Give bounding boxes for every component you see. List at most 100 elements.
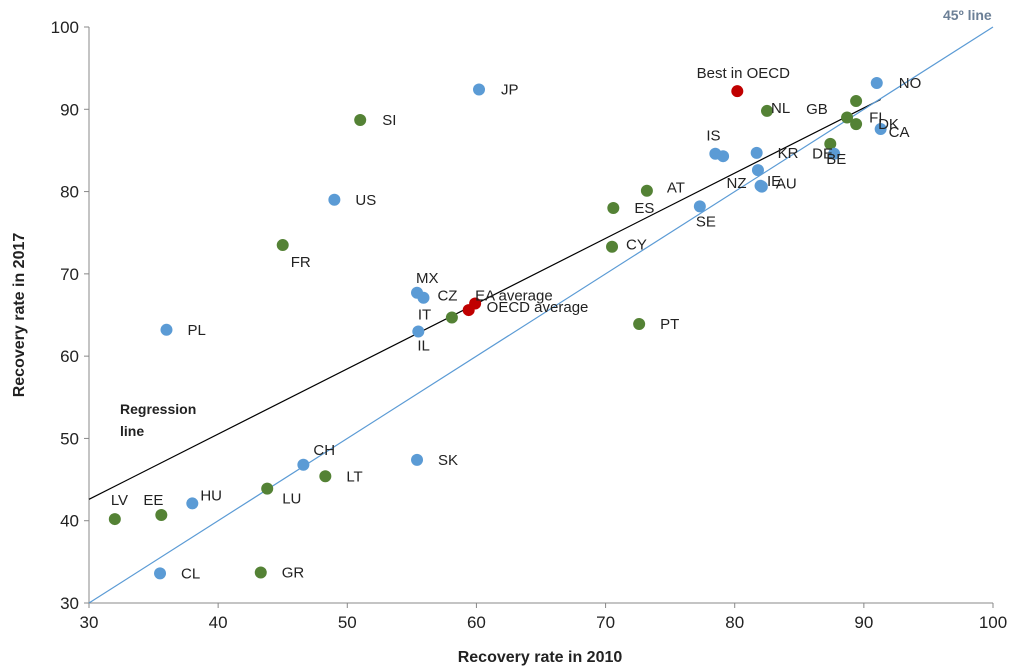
diagonal-45-line bbox=[88, 26, 994, 604]
point-label-jp: JP bbox=[501, 82, 519, 99]
y-tick-label: 100 bbox=[51, 18, 79, 37]
y-tick-label: 70 bbox=[60, 265, 79, 284]
point-label-pt: PT bbox=[660, 316, 679, 333]
point-label-be: BE bbox=[826, 151, 846, 168]
point-label-fr: FR bbox=[291, 254, 311, 271]
x-tick-label: 30 bbox=[80, 613, 99, 632]
point-label-best-in-oecd: Best in OECD bbox=[697, 65, 791, 82]
point-label-de: DE bbox=[812, 146, 833, 163]
point-label-cy: CY bbox=[626, 237, 647, 254]
point-label-gr: GR bbox=[282, 565, 305, 582]
x-tick-label: 40 bbox=[209, 613, 228, 632]
point-pl bbox=[160, 323, 173, 336]
point-label-no: NO bbox=[899, 75, 922, 92]
point-label-au: AU bbox=[776, 176, 797, 193]
point-cy bbox=[606, 240, 619, 253]
point-label-it: IT bbox=[418, 306, 431, 323]
y-tick-label: 40 bbox=[60, 512, 79, 531]
point-es bbox=[607, 202, 620, 215]
point-hu bbox=[186, 497, 199, 510]
point-si bbox=[354, 113, 367, 126]
point-au bbox=[755, 180, 768, 193]
axes: 30 40 50 60 70 80 90 100 30 40 50 60 70 80 90 100 bbox=[51, 18, 1008, 632]
point-label-oecd-average: OECD average bbox=[487, 299, 589, 316]
point-label-ch: CH bbox=[313, 442, 335, 459]
y-tick-label: 50 bbox=[60, 429, 79, 448]
point-label-nz: NZ bbox=[727, 175, 747, 192]
point-ch bbox=[297, 458, 310, 471]
point-no bbox=[870, 76, 883, 89]
point-gr bbox=[254, 566, 267, 579]
point-label-pl: PL bbox=[187, 322, 205, 339]
x-tick-label: 100 bbox=[979, 613, 1007, 632]
point-dk bbox=[850, 118, 863, 131]
point-cz bbox=[417, 291, 430, 304]
point-lv bbox=[108, 513, 121, 526]
point-label-us: US bbox=[355, 192, 376, 209]
point-fi bbox=[841, 111, 854, 124]
point-sk bbox=[411, 453, 424, 466]
point-lu bbox=[261, 482, 274, 495]
point-at bbox=[640, 184, 653, 197]
point-label-cz: CZ bbox=[437, 288, 457, 305]
x-tick-label: 70 bbox=[596, 613, 615, 632]
point-label-hu: HU bbox=[200, 487, 222, 504]
point-de bbox=[828, 147, 841, 160]
point-label-at: AT bbox=[667, 180, 685, 197]
point-gb bbox=[850, 95, 863, 108]
point-label-is: IS bbox=[706, 128, 720, 145]
point-label-ee: EE bbox=[143, 492, 163, 509]
point-label-gb: GB bbox=[806, 101, 828, 118]
point-oecd-average bbox=[462, 304, 475, 317]
x-tick-label: 50 bbox=[338, 613, 357, 632]
point-ee bbox=[155, 508, 168, 521]
point-label-lu: LU bbox=[282, 491, 301, 508]
point-label-fi: FI bbox=[869, 110, 882, 127]
point-il bbox=[412, 325, 425, 338]
point-us bbox=[328, 193, 341, 206]
point-fr bbox=[276, 239, 289, 252]
point-label-il: IL bbox=[417, 337, 430, 354]
point-it bbox=[445, 311, 458, 324]
point-label-ea-average: EA average bbox=[475, 287, 553, 304]
point-best-in-oecd bbox=[731, 85, 744, 98]
point-label-es: ES bbox=[634, 200, 654, 217]
point-label-mx: MX bbox=[416, 270, 439, 287]
point-jp bbox=[473, 83, 486, 96]
point-label-kr: KR bbox=[778, 145, 799, 162]
regression-line-label-2: line bbox=[120, 423, 144, 439]
y-tick-label: 80 bbox=[60, 183, 79, 202]
point-label-si: SI bbox=[382, 112, 396, 129]
point-ca bbox=[874, 123, 887, 136]
y-axis-title: Recovery rate in 2017 bbox=[11, 233, 28, 398]
regression-line-label: Regression bbox=[120, 401, 196, 417]
diagonal-line-label: 45º line bbox=[943, 7, 992, 23]
point-se bbox=[693, 200, 706, 213]
data-points bbox=[108, 76, 887, 580]
point-label-ie: IE bbox=[767, 173, 781, 190]
y-tick-label: 90 bbox=[60, 100, 79, 119]
point-cl bbox=[154, 567, 167, 580]
x-tick-label: 60 bbox=[467, 613, 486, 632]
point-label-cl: CL bbox=[181, 565, 200, 582]
point-lt bbox=[319, 470, 332, 483]
x-tick-label: 80 bbox=[725, 613, 744, 632]
point-ie bbox=[751, 164, 764, 177]
point-label-lv: LV bbox=[111, 492, 128, 509]
point-label-nl: NL bbox=[771, 100, 790, 117]
point-label-se: SE bbox=[696, 213, 716, 230]
point-be bbox=[824, 137, 837, 150]
reference-lines bbox=[88, 26, 994, 604]
point-label-dk: DK bbox=[878, 116, 899, 133]
point-kr bbox=[750, 146, 763, 159]
point-pt bbox=[633, 318, 646, 331]
x-axis-title: Recovery rate in 2010 bbox=[458, 649, 623, 666]
y-tick-label: 60 bbox=[60, 347, 79, 366]
y-tick-label: 30 bbox=[60, 594, 79, 613]
point-label-lt: LT bbox=[346, 468, 362, 485]
regression-line bbox=[88, 98, 881, 500]
x-tick-label: 90 bbox=[854, 613, 873, 632]
point-unlabeled bbox=[717, 150, 730, 163]
